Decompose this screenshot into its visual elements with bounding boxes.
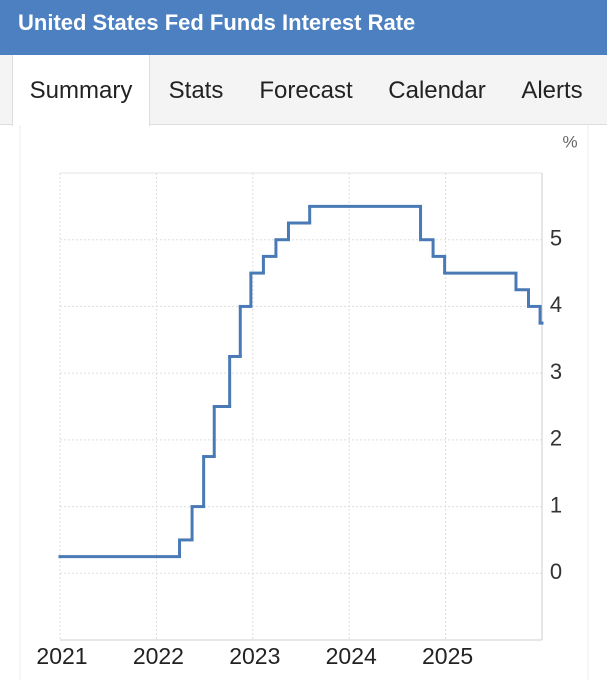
page-title: United States Fed Funds Interest Rate [0, 0, 607, 55]
y-tick-label: 3 [550, 359, 562, 384]
tab[interactable]: Stats [168, 77, 224, 104]
y-tick-label: 2 [550, 426, 562, 451]
x-tick-label: 2025 [422, 643, 473, 669]
x-tick-label: 2022 [133, 643, 184, 669]
tab[interactable]: Alerts [521, 77, 583, 104]
x-tick-label: 2023 [229, 643, 280, 669]
y-tick-label: 5 [550, 226, 562, 251]
chart: % 0 1 2 3 4 5 2021 2022 2023 2024 2025 [19, 125, 589, 680]
unit-label: % [562, 132, 577, 151]
y-tick-label: 0 [550, 559, 562, 584]
tab[interactable]: Summary [12, 55, 150, 126]
tab[interactable]: Forecast [259, 77, 353, 104]
y-tick-label: 1 [550, 492, 562, 517]
y-tick-label: 4 [550, 292, 562, 317]
tab[interactable]: Calendar [388, 77, 486, 104]
x-tick-label: 2024 [326, 643, 377, 669]
tab-bar: Summary Stats Forecast Calendar Alerts [0, 55, 607, 126]
x-tick-label: 2021 [36, 643, 87, 669]
